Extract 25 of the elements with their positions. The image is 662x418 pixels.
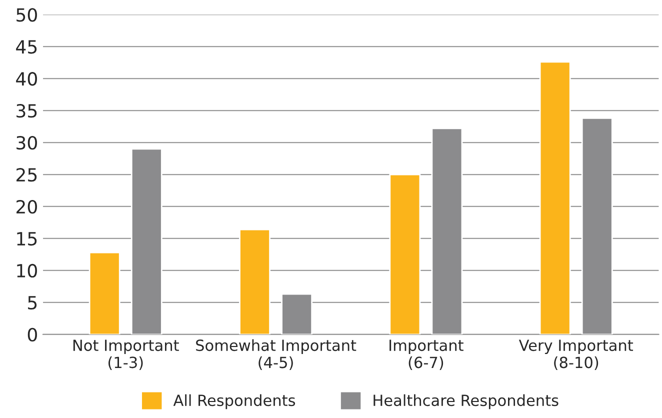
bar <box>239 228 270 334</box>
x-tick-label: Somewhat Important (4-5) <box>196 339 356 370</box>
y-tick-label: 10 <box>17 264 37 278</box>
bar <box>88 252 120 334</box>
bar <box>389 174 421 334</box>
bar <box>581 118 613 334</box>
y-tick-label: 50 <box>16 8 37 22</box>
bar <box>431 128 463 334</box>
bar <box>130 148 162 334</box>
x-tick-label: Not Important (1-3) <box>73 340 179 370</box>
x-tick-label: Important (6-7) <box>390 340 464 370</box>
bar <box>281 293 313 334</box>
legend-label: All Respondents <box>173 394 296 410</box>
y-tick-label: 20 <box>16 200 37 214</box>
y-tick-label: 35 <box>16 104 37 118</box>
y-tick-label: 45 <box>16 40 37 54</box>
y-tick-label: 25 <box>16 168 37 182</box>
legend-label: Healthcare Respondents <box>374 394 558 410</box>
y-tick-label: 30 <box>16 136 37 150</box>
bar <box>539 61 571 334</box>
y-tick-label: 5 <box>28 296 37 310</box>
x-tick-label: Very Important (8-10) <box>518 340 634 370</box>
y-tick-label: 15 <box>17 232 37 246</box>
y-tick-label: 40 <box>16 72 37 86</box>
y-tick-label: 0 <box>28 328 37 342</box>
